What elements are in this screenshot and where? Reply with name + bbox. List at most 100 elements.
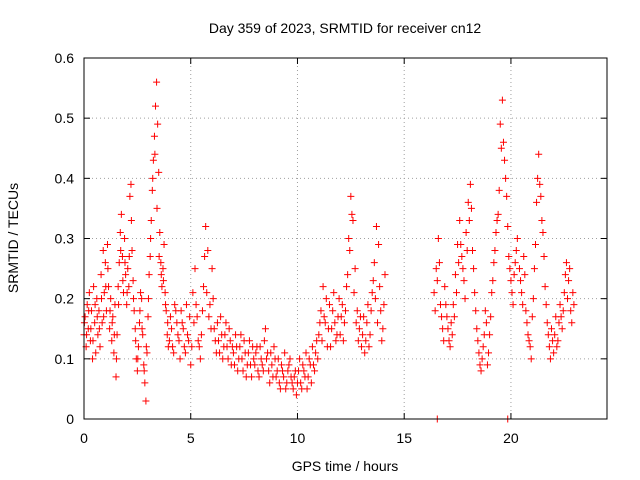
data-point — [297, 379, 305, 387]
data-point — [523, 319, 531, 327]
data-point — [241, 349, 249, 357]
data-point — [165, 337, 173, 345]
data-point — [108, 337, 116, 345]
data-point — [233, 343, 241, 351]
data-point — [266, 379, 274, 387]
data-point — [327, 343, 335, 351]
data-point — [379, 325, 387, 333]
data-point — [372, 222, 380, 230]
data-point — [325, 301, 333, 309]
data-point — [154, 120, 162, 128]
data-point — [305, 355, 313, 363]
data-point — [522, 307, 530, 315]
data-point — [451, 271, 459, 279]
data-point — [517, 277, 525, 285]
data-point — [361, 349, 369, 357]
data-point — [367, 307, 375, 315]
data-point — [447, 319, 455, 327]
data-point — [381, 271, 389, 279]
data-point — [307, 379, 315, 387]
data-point — [543, 319, 551, 327]
data-point — [556, 301, 564, 309]
data-point — [459, 265, 467, 273]
data-point — [147, 235, 155, 242]
data-point — [465, 216, 473, 224]
data-point — [200, 283, 208, 291]
data-point — [463, 247, 471, 255]
data-point — [352, 319, 360, 327]
data-point — [173, 319, 181, 327]
data-point — [92, 349, 100, 357]
data-point — [333, 331, 341, 339]
data-point — [203, 289, 211, 297]
data-point — [520, 253, 528, 261]
data-point — [332, 337, 340, 345]
data-point — [340, 319, 348, 327]
data-point — [85, 289, 93, 297]
data-point — [184, 331, 192, 339]
data-point — [174, 331, 182, 339]
data-point — [239, 367, 247, 375]
data-point — [138, 325, 146, 333]
y-tick-label: 0 — [66, 411, 74, 427]
data-point — [95, 307, 103, 315]
data-point — [149, 156, 157, 164]
data-point — [378, 337, 386, 345]
data-point — [330, 289, 338, 297]
data-point — [87, 325, 95, 333]
data-point — [314, 355, 322, 363]
y-tick-label: 0.3 — [55, 231, 75, 247]
data-point — [277, 361, 285, 369]
data-point — [366, 331, 374, 339]
data-point — [547, 325, 555, 333]
data-point — [159, 277, 167, 285]
data-point — [155, 253, 163, 261]
data-point — [489, 277, 497, 285]
data-point — [85, 307, 93, 315]
data-point — [134, 343, 142, 351]
data-point — [496, 120, 504, 128]
data-point — [337, 313, 345, 321]
data-point — [509, 301, 517, 309]
data-point — [456, 216, 464, 224]
data-point — [102, 283, 110, 291]
data-point — [492, 228, 500, 236]
data-point — [549, 337, 557, 345]
data-point — [342, 307, 349, 315]
data-point — [566, 265, 574, 273]
data-point — [374, 319, 382, 327]
data-point — [292, 391, 300, 399]
data-point — [355, 325, 363, 333]
data-point — [559, 307, 567, 315]
data-point — [568, 319, 576, 327]
data-point — [558, 325, 566, 333]
data-point — [181, 349, 189, 357]
data-point — [91, 301, 99, 309]
data-point — [494, 210, 502, 218]
data-point — [461, 295, 469, 303]
data-point — [504, 222, 512, 230]
data-point — [206, 301, 214, 309]
data-point — [481, 307, 489, 315]
y-tick-label: 0.4 — [55, 170, 75, 186]
data-point — [101, 259, 109, 267]
data-point — [202, 222, 210, 230]
data-point — [211, 337, 219, 345]
data-point — [544, 331, 552, 339]
data-point — [151, 150, 159, 158]
data-point — [213, 319, 221, 327]
data-point — [106, 307, 114, 315]
data-point — [527, 355, 535, 363]
data-point — [271, 355, 279, 363]
data-point — [94, 331, 102, 339]
data-point — [309, 361, 317, 369]
data-point — [311, 367, 319, 375]
data-point — [339, 337, 347, 345]
data-point — [196, 355, 204, 363]
data-point — [564, 295, 572, 303]
data-point — [275, 379, 283, 387]
data-point — [457, 241, 465, 249]
data-point — [267, 349, 275, 357]
data-point — [97, 271, 105, 279]
x-tick-label: 15 — [396, 430, 412, 446]
